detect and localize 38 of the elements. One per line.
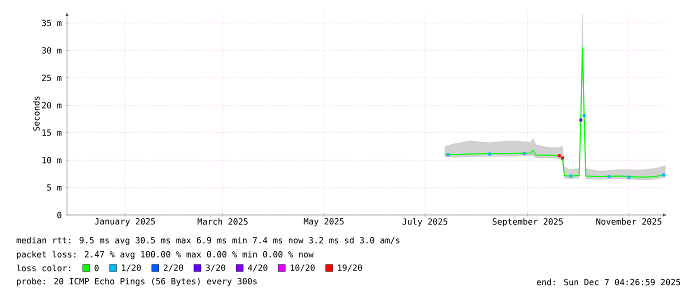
x-tick-label: July 2025 (402, 218, 448, 226)
y-tick-label: 35 m (42, 20, 62, 26)
x-tick-label: September 2025 (492, 218, 563, 226)
point (522, 152, 526, 156)
point (579, 118, 582, 122)
point (582, 114, 586, 118)
text: probe: 20 ICMP Echo Pings (56 Bytes) every 300s (16, 278, 257, 286)
text: end: Sun Dec 7 04:26:59 2025 (536, 278, 680, 286)
x-tick-label: November 2025 (596, 218, 662, 225)
legend-label: 10/20 (290, 264, 315, 272)
point (446, 153, 450, 156)
legend-title: loss color: (16, 264, 70, 272)
legend-label: 2/20 (164, 264, 184, 272)
y-tick-label: 25 m (42, 74, 62, 82)
legend-label: 3/20 (206, 264, 226, 272)
text: packet loss: 2.47 % avg 100.00 % max 0.00 % min 0.00 % now (16, 250, 314, 260)
x-tick-label: January 2025 (94, 218, 155, 226)
point (561, 156, 564, 160)
legend-label: 4/20 (248, 264, 268, 272)
x-tick-label: May 2025 (304, 218, 344, 226)
point (662, 173, 666, 176)
point (627, 176, 630, 179)
y-tick-label: 30 m (42, 47, 62, 54)
y-tick-label: 0 (57, 212, 62, 218)
x-tick-label: March 2025 (198, 218, 248, 225)
legend-label: 19/20 (338, 264, 362, 272)
point (558, 154, 561, 158)
y-tick-label: 5 m (47, 184, 62, 191)
text: median rtt: 9.5 ms avg 30.5 ms max 6.9 ms min 7.4 ms now 3.2 ms sd 3.0 am/s (16, 236, 400, 246)
y-tick-label: 15 m (42, 130, 62, 136)
y-axis-title: Seconds (33, 96, 40, 131)
point (569, 174, 572, 178)
point (488, 152, 492, 156)
y-tick-label: 10 m (42, 156, 62, 164)
point (608, 175, 610, 178)
legend-label: 1/20 (122, 264, 141, 272)
legend-label: 0 (94, 264, 99, 272)
y-tick-label: 20 m (42, 102, 62, 108)
